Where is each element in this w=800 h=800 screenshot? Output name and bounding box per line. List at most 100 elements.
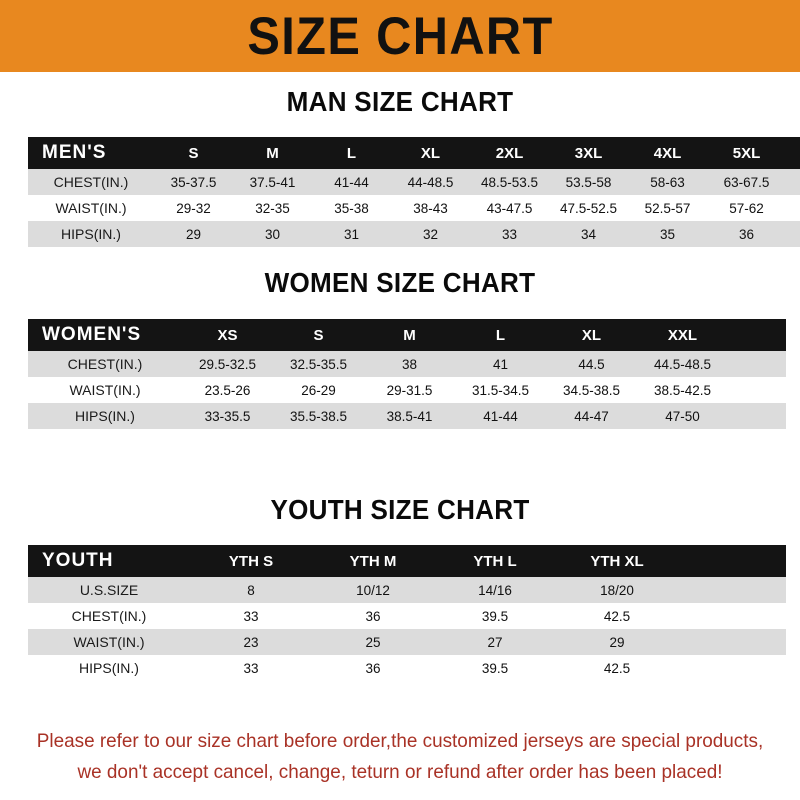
women-table-header-row: WOMEN'S XS S M L XL XXL	[28, 319, 786, 351]
women-row-1-cell-2: 29-31.5	[364, 377, 455, 403]
men-row-2-cell-1: 30	[233, 221, 312, 247]
women-row-1-cell-3: 31.5-34.5	[455, 377, 546, 403]
women-row-1-cell-1: 26-29	[273, 377, 364, 403]
table-row: HIPS(IN.) 33-35.5 35.5-38.5 38.5-41 41-4…	[28, 403, 786, 429]
men-row-1-label: WAIST(IN.)	[28, 195, 154, 221]
men-row-0-cell-2: 41-44	[312, 169, 391, 195]
women-row-1-filler	[728, 377, 786, 403]
men-row-2-label: HIPS(IN.)	[28, 221, 154, 247]
youth-size-col-3: YTH XL	[556, 545, 678, 577]
men-row-2-cell-8: 37	[786, 221, 800, 247]
youth-row-3-label: HIPS(IN.)	[28, 655, 190, 681]
table-row: U.S.SIZE 8 10/12 14/16 18/20	[28, 577, 786, 603]
youth-row-3-cell-3: 42.5	[556, 655, 678, 681]
men-row-1-cell-2: 35-38	[312, 195, 391, 221]
women-size-table-wrapper: WOMEN'S XS S M L XL XXL CHEST(IN.) 29.5-…	[28, 319, 786, 429]
men-row-0-cell-1: 37.5-41	[233, 169, 312, 195]
footer-line-2: we don't accept cancel, change, teturn o…	[77, 761, 723, 783]
women-row-2-cell-5: 47-50	[637, 403, 728, 429]
men-row-2-cell-5: 34	[549, 221, 628, 247]
women-row-1-cell-4: 34.5-38.5	[546, 377, 637, 403]
youth-row-1-filler	[678, 603, 786, 629]
men-row-1-cell-6: 52.5-57	[628, 195, 707, 221]
women-row-0-cell-4: 44.5	[546, 351, 637, 377]
footer-disclaimer: Please refer to our size chart before or…	[12, 726, 788, 788]
youth-header-label: YOUTH	[28, 545, 190, 577]
youth-row-1-cell-3: 42.5	[556, 603, 678, 629]
youth-row-0-label: U.S.SIZE	[28, 577, 190, 603]
men-row-1-cell-7: 57-62	[707, 195, 786, 221]
women-row-2-filler	[728, 403, 786, 429]
youth-row-2-cell-0: 23	[190, 629, 312, 655]
men-row-0-label: CHEST(IN.)	[28, 169, 154, 195]
youth-row-1-label: CHEST(IN.)	[28, 603, 190, 629]
men-size-table-wrapper: MEN'S S M L XL 2XL 3XL 4XL 5XL 6XL CHEST…	[28, 137, 800, 247]
men-row-0-cell-0: 35-37.5	[154, 169, 233, 195]
men-row-1-cell-4: 43-47.5	[470, 195, 549, 221]
women-row-0-cell-0: 29.5-32.5	[182, 351, 273, 377]
women-row-2-cell-1: 35.5-38.5	[273, 403, 364, 429]
men-row-1-cell-1: 32-35	[233, 195, 312, 221]
men-row-2-cell-7: 36	[707, 221, 786, 247]
youth-section-title: YOUTH SIZE CHART	[270, 494, 530, 525]
men-row-1-cell-3: 38-43	[391, 195, 470, 221]
women-row-0-cell-5: 44.5-48.5	[637, 351, 728, 377]
women-size-chart-block: WOMEN SIZE CHART	[28, 267, 772, 299]
women-size-col-4: XL	[546, 319, 637, 351]
men-size-table: MEN'S S M L XL 2XL 3XL 4XL 5XL 6XL CHEST…	[28, 137, 800, 247]
women-row-0-cell-1: 32.5-35.5	[273, 351, 364, 377]
men-size-col-1: M	[233, 137, 312, 169]
youth-row-2-filler	[678, 629, 786, 655]
women-size-col-5: XXL	[637, 319, 728, 351]
youth-row-3-cell-1: 36	[312, 655, 434, 681]
page-title: SIZE CHART	[246, 6, 554, 66]
men-row-2-cell-3: 32	[391, 221, 470, 247]
women-row-2-cell-3: 41-44	[455, 403, 546, 429]
women-row-2-cell-2: 38.5-41	[364, 403, 455, 429]
youth-size-col-2: YTH L	[434, 545, 556, 577]
women-row-0-filler	[728, 351, 786, 377]
table-row: WAIST(IN.) 29-32 32-35 35-38 38-43 43-47…	[28, 195, 800, 221]
women-header-label: WOMEN'S	[28, 319, 182, 351]
women-row-1-cell-0: 23.5-26	[182, 377, 273, 403]
men-section-title: MAN SIZE CHART	[286, 86, 514, 117]
youth-row-3-cell-0: 33	[190, 655, 312, 681]
men-row-1-cell-0: 29-32	[154, 195, 233, 221]
women-row-0-cell-2: 38	[364, 351, 455, 377]
men-size-col-8: 6XL	[786, 137, 800, 169]
men-row-2-cell-4: 33	[470, 221, 549, 247]
table-row: CHEST(IN.) 29.5-32.5 32.5-35.5 38 41 44.…	[28, 351, 786, 377]
women-size-table: WOMEN'S XS S M L XL XXL CHEST(IN.) 29.5-…	[28, 319, 786, 429]
men-size-col-6: 4XL	[628, 137, 707, 169]
men-row-0-cell-7: 63-67.5	[707, 169, 786, 195]
youth-row-3-cell-2: 39.5	[434, 655, 556, 681]
men-row-0-cell-5: 53.5-58	[549, 169, 628, 195]
men-size-col-3: XL	[391, 137, 470, 169]
women-row-2-cell-0: 33-35.5	[182, 403, 273, 429]
youth-row-2-label: WAIST(IN.)	[28, 629, 190, 655]
women-row-2-label: HIPS(IN.)	[28, 403, 182, 429]
women-size-col-2: M	[364, 319, 455, 351]
footer-line-1: Please refer to our size chart before or…	[36, 730, 764, 752]
men-header-label: MEN'S	[28, 137, 154, 169]
youth-size-table-wrapper: YOUTH YTH S YTH M YTH L YTH XL U.S.SIZE …	[28, 545, 786, 681]
women-row-1-cell-5: 38.5-42.5	[637, 377, 728, 403]
women-size-col-3: L	[455, 319, 546, 351]
youth-size-col-0: YTH S	[190, 545, 312, 577]
table-row: CHEST(IN.) 35-37.5 37.5-41 41-44 44-48.5…	[28, 169, 800, 195]
men-size-col-5: 3XL	[549, 137, 628, 169]
men-size-chart-block: MAN SIZE CHART	[28, 86, 772, 118]
men-size-col-4: 2XL	[470, 137, 549, 169]
women-row-0-cell-3: 41	[455, 351, 546, 377]
youth-row-1-cell-0: 33	[190, 603, 312, 629]
youth-row-0-cell-2: 14/16	[434, 577, 556, 603]
women-header-filler	[728, 319, 786, 351]
women-size-col-0: XS	[182, 319, 273, 351]
men-size-col-7: 5XL	[707, 137, 786, 169]
youth-row-1-cell-2: 39.5	[434, 603, 556, 629]
men-row-0-cell-6: 58-63	[628, 169, 707, 195]
youth-row-2-cell-2: 27	[434, 629, 556, 655]
men-table-header-row: MEN'S S M L XL 2XL 3XL 4XL 5XL 6XL	[28, 137, 800, 169]
table-row: CHEST(IN.) 33 36 39.5 42.5	[28, 603, 786, 629]
